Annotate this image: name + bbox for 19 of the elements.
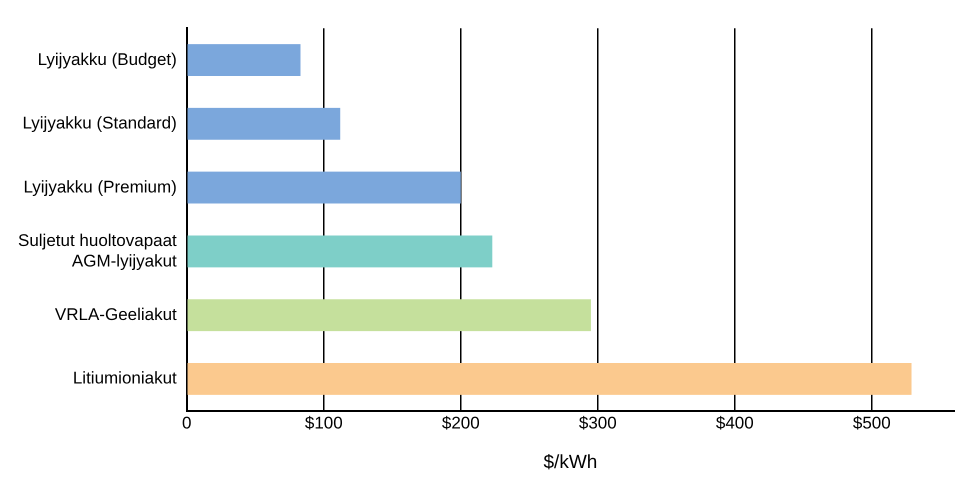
bar xyxy=(188,235,492,268)
bar xyxy=(188,108,340,140)
y-tick-label: Suljetut huoltovapaat AGM-lyijyakut xyxy=(18,230,178,270)
y-tick-label: Lyijyakku (Standard) xyxy=(22,114,177,133)
x-axis-title: $/kWh xyxy=(543,452,598,473)
x-tick-label: $500 xyxy=(852,414,891,433)
bar xyxy=(188,362,912,395)
bar xyxy=(188,172,461,204)
bar xyxy=(188,44,300,76)
y-tick-label: Litiumioniakut xyxy=(72,368,178,388)
y-tick-label: Lyijyakku (Budget) xyxy=(38,50,177,69)
x-tick-label: $100 xyxy=(304,414,343,433)
x-tick-label: $300 xyxy=(578,414,617,433)
x-tick-label: 0 xyxy=(182,414,192,433)
y-tick-label: Lyijyakku (Premium) xyxy=(23,177,177,196)
y-tick-label: VRLA-Geeliakut xyxy=(54,304,178,324)
x-tick-label: $400 xyxy=(716,414,754,433)
bar xyxy=(188,299,591,332)
x-tick-label: $200 xyxy=(442,414,480,433)
